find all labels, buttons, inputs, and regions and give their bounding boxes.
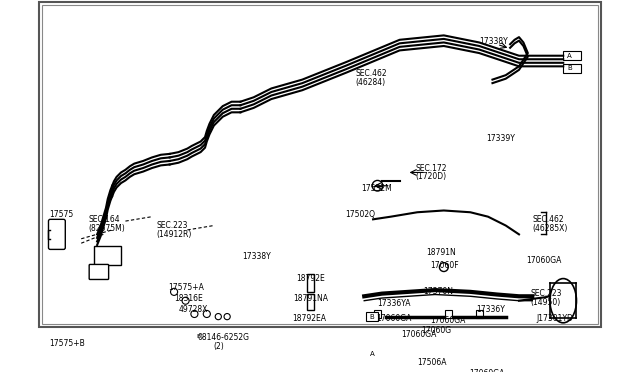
Text: 17338Y: 17338Y	[479, 37, 508, 46]
Text: 17338Y: 17338Y	[242, 252, 271, 261]
Text: 17060G: 17060G	[421, 326, 451, 335]
Text: A: A	[370, 351, 374, 357]
Text: 17060GA: 17060GA	[431, 316, 466, 325]
FancyBboxPatch shape	[56, 353, 75, 371]
Text: SEC.223: SEC.223	[531, 289, 562, 298]
Bar	[476, 310, 483, 318]
Text: 17060F: 17060F	[431, 261, 459, 270]
Text: 08146-6252G: 08146-6252G	[198, 333, 250, 342]
Text: J17301YD: J17301YD	[537, 314, 573, 323]
FancyBboxPatch shape	[53, 334, 79, 356]
Bar	[445, 310, 452, 318]
Text: 17502Q: 17502Q	[345, 211, 375, 219]
Text: 17506A: 17506A	[417, 358, 447, 367]
Text: (1720D): (1720D)	[415, 172, 447, 182]
Text: 17060GA: 17060GA	[376, 314, 412, 323]
Text: SEC.223: SEC.223	[156, 221, 188, 230]
Text: (46284): (46284)	[355, 78, 385, 87]
Text: SEC.462: SEC.462	[355, 69, 387, 78]
Bar	[366, 349, 378, 358]
Text: (82675M): (82675M)	[88, 224, 125, 232]
Text: 17060GA: 17060GA	[526, 256, 561, 265]
Text: 17339Y: 17339Y	[486, 134, 515, 143]
Text: 18791NA: 18791NA	[294, 294, 328, 304]
Text: 17532M: 17532M	[362, 184, 392, 193]
Text: 17575: 17575	[49, 209, 74, 218]
Bar	[366, 312, 378, 321]
Text: SEC.462: SEC.462	[532, 215, 564, 224]
Text: B: B	[370, 314, 374, 320]
Text: 17060GA: 17060GA	[470, 369, 505, 372]
Text: 18792EA: 18792EA	[292, 314, 326, 323]
Text: 18792E: 18792E	[296, 274, 325, 283]
FancyBboxPatch shape	[89, 264, 109, 279]
Text: 17575+B: 17575+B	[49, 339, 85, 348]
Bar	[307, 294, 314, 310]
Ellipse shape	[550, 279, 577, 323]
Text: (14950): (14950)	[531, 298, 561, 307]
Text: (14912R): (14912R)	[156, 230, 192, 239]
Text: SEC.164: SEC.164	[88, 215, 120, 224]
Bar	[563, 64, 581, 73]
Text: 18316E: 18316E	[174, 294, 203, 304]
Bar	[95, 246, 121, 265]
FancyBboxPatch shape	[49, 219, 65, 249]
Text: B: B	[567, 65, 572, 71]
Bar	[307, 274, 314, 292]
Text: A: A	[567, 53, 572, 59]
Text: 17060GA: 17060GA	[401, 330, 436, 339]
Bar	[563, 51, 581, 60]
Text: (2): (2)	[214, 342, 225, 351]
Text: 17336YA: 17336YA	[378, 299, 411, 308]
Text: 17370N: 17370N	[424, 287, 454, 296]
Text: 18791N: 18791N	[426, 248, 456, 257]
Text: 17575+A: 17575+A	[168, 283, 204, 292]
Text: (46285X): (46285X)	[532, 224, 568, 232]
Bar	[374, 310, 381, 318]
Text: B: B	[196, 334, 201, 339]
Text: 17336Y: 17336Y	[477, 305, 506, 314]
Text: 49728X: 49728X	[179, 305, 208, 314]
Text: SEC.172: SEC.172	[415, 164, 447, 173]
